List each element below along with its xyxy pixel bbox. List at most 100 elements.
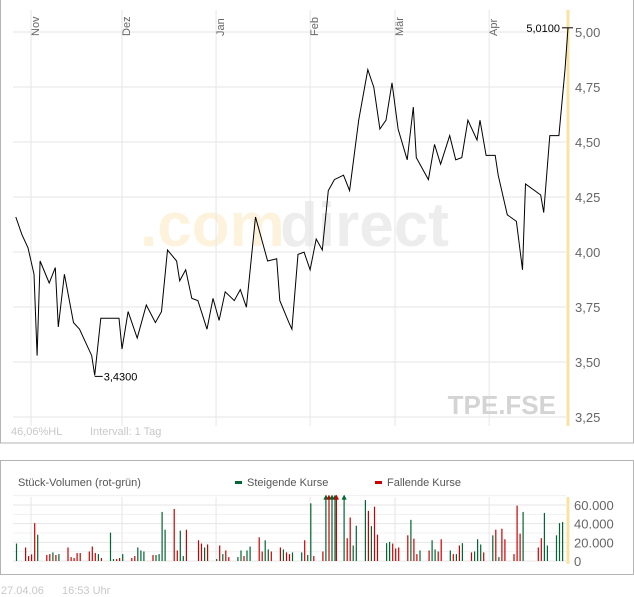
volume-bar	[15, 543, 18, 561]
volume-bar	[437, 551, 439, 561]
watermark-direct: direct	[280, 191, 449, 260]
volume-bar	[543, 512, 545, 561]
volume-bar	[537, 547, 539, 561]
volume-bar	[288, 554, 291, 561]
volume-bar	[131, 558, 133, 561]
volume-bar	[419, 550, 421, 561]
legend-down-label: Fallende Kurse	[387, 477, 461, 489]
volume-bar	[428, 550, 430, 561]
volume-bar	[407, 535, 409, 561]
volume-bar	[137, 547, 139, 561]
volume-bar	[546, 545, 548, 561]
volume-bar	[216, 559, 218, 561]
volume-bar	[352, 545, 354, 561]
volume-bar	[349, 517, 351, 561]
y-tick-label: 4,00	[575, 245, 600, 260]
x-tick-label: Dez	[121, 16, 133, 36]
volume-bar	[495, 529, 497, 561]
volume-bar	[395, 548, 397, 561]
y-tick-label: 4,25	[575, 190, 600, 205]
volume-tick-label: 60.000	[574, 498, 614, 513]
volume-bar	[370, 526, 372, 561]
volume-bar	[434, 549, 436, 561]
volume-bar	[237, 557, 239, 561]
volume-bar	[109, 532, 112, 561]
volume-bar	[182, 556, 184, 561]
volume-bar	[176, 550, 178, 561]
volume-bar	[334, 495, 336, 561]
volume-bar	[386, 543, 388, 561]
volume-bar	[483, 552, 485, 561]
volume-bar	[73, 558, 75, 561]
volume-bar	[322, 551, 324, 561]
volume-bar	[70, 557, 72, 561]
volume-bar	[307, 555, 309, 561]
volume-bar	[392, 543, 394, 561]
volume-bar	[155, 555, 157, 561]
volume-bar	[285, 552, 288, 561]
watermark: .com direct	[140, 191, 449, 260]
volume-bar	[112, 559, 115, 561]
volume-bar	[55, 555, 57, 561]
volume-bar	[261, 551, 263, 561]
volume-bar	[373, 506, 376, 561]
volume-bar	[452, 554, 454, 561]
volume-panel-frame	[0, 460, 634, 575]
x-tick-label: Feb	[309, 17, 321, 36]
volume-bar	[470, 552, 473, 561]
volume-bar	[328, 495, 330, 561]
price-line	[15, 27, 569, 376]
volume-overflow-arrow	[333, 494, 340, 500]
volume-tick-label: 20.000	[574, 535, 614, 550]
volume-bar	[31, 554, 33, 561]
low-label: 3,4300	[104, 371, 138, 383]
volume-bar	[461, 543, 463, 561]
y-tick-label: 4,75	[575, 80, 600, 95]
symbol-watermark: TPE.FSE	[448, 390, 556, 420]
volume-bar	[376, 534, 379, 561]
x-tick-label: Mär	[394, 17, 406, 36]
x-tick-label: Apr	[488, 19, 500, 36]
volume-bar	[364, 500, 366, 561]
footer-date: 27.04.06	[1, 585, 44, 597]
volume-bar	[67, 547, 69, 561]
volume-bar	[25, 547, 27, 561]
volume-bar	[540, 538, 542, 561]
range-info: 46,06%HL	[11, 426, 62, 438]
volume-bar	[49, 554, 51, 561]
x-tick-label: Nov	[30, 16, 42, 36]
volume-bar	[355, 525, 357, 561]
volume-bar	[52, 552, 54, 561]
volume-bar	[477, 539, 479, 561]
volume-bar	[291, 552, 294, 561]
volume-bar	[185, 529, 187, 561]
interval-info: Intervall: 1 Tag	[90, 426, 161, 438]
volume-bar	[58, 554, 60, 561]
volume-bar	[431, 540, 433, 561]
volume-bar	[325, 495, 327, 561]
volume-bar	[558, 523, 561, 561]
volume-bar	[410, 519, 412, 561]
volume-bar	[516, 505, 518, 561]
volume-bar	[28, 556, 30, 561]
volume-bar	[449, 550, 451, 561]
volume-bar	[164, 529, 166, 561]
volume-bar	[91, 546, 93, 561]
volume-bar	[225, 550, 227, 561]
volume-overflow-arrow	[341, 494, 347, 500]
volume-bar	[222, 554, 224, 561]
volume-bar	[267, 549, 269, 561]
volume-bar	[504, 539, 506, 561]
volume-bar	[501, 528, 503, 561]
volume-bar	[37, 534, 39, 561]
volume-bar	[76, 553, 78, 561]
volume-bar	[246, 550, 248, 561]
watermark-com: .com	[140, 191, 285, 260]
volume-bar	[519, 533, 521, 561]
x-tick-label: Jan	[215, 18, 227, 36]
volume-bar	[204, 547, 206, 561]
volume-bar	[97, 554, 99, 561]
volume-bar	[346, 538, 348, 561]
volume-bar	[367, 510, 369, 561]
